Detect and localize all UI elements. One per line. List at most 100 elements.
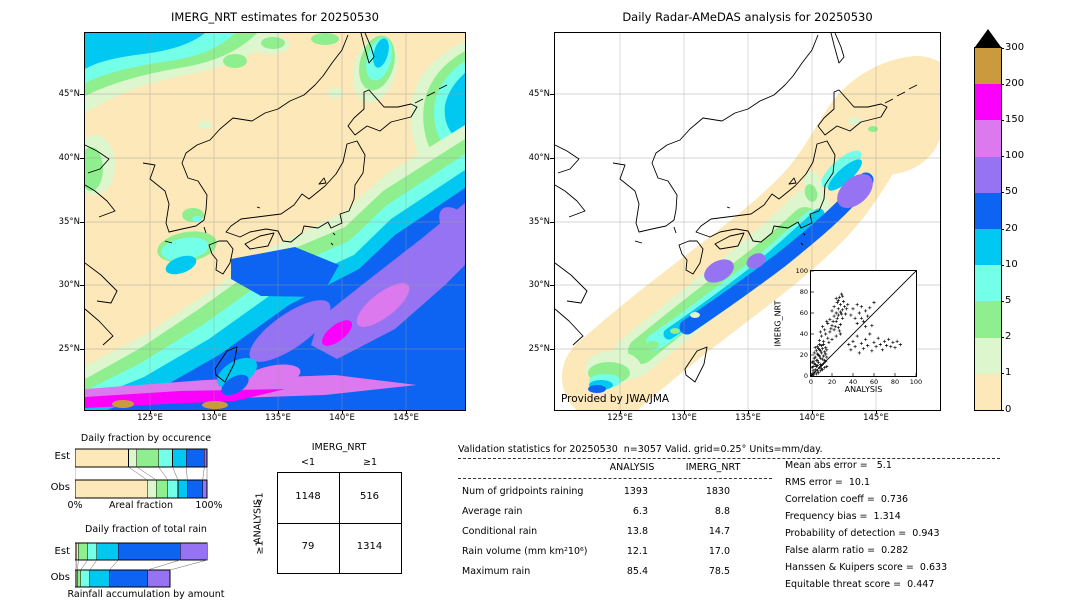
- validation-imerg-value: 8.8: [714, 506, 730, 517]
- colorbar-tick-label: 0: [1005, 403, 1012, 415]
- colorbar-segment: [975, 120, 1001, 157]
- validation-row: Conditional rain 13.8 14.7: [458, 526, 758, 540]
- colorbar-tick-label: 20: [1005, 222, 1018, 234]
- lon-tick-label: 145°E: [393, 413, 419, 423]
- contingency-col-ge1: ≥1: [362, 457, 377, 468]
- validation-analysis-value: 6.3: [632, 506, 648, 517]
- lat-tick-label: 30°N: [58, 280, 80, 290]
- scatter-ylabel: IMERG_NRT: [773, 300, 783, 347]
- summary-stat-line: Hanssen & Kuipers score = 0.633: [785, 562, 948, 573]
- scatter-y-tick: 40: [799, 330, 808, 338]
- colorbar-tick-label: 300: [1005, 41, 1025, 53]
- lon-tick-label: 130°E: [671, 413, 697, 423]
- validation-imerg-value: 14.7: [708, 526, 730, 537]
- summary-stat-line: Correlation coeff = 0.736: [785, 494, 909, 505]
- lat-tick-mark: [80, 285, 84, 286]
- lon-tick-mark: [812, 410, 813, 414]
- scatter-xlabel: ANALYSIS: [844, 385, 883, 394]
- validation-row-label: Conditional rain: [462, 526, 538, 537]
- lon-tick-mark: [150, 410, 151, 414]
- lat-tick-label: 45°N: [58, 89, 80, 99]
- scatter-y-tick: 60: [799, 309, 808, 317]
- validation-col-analysis: ANALYSIS: [609, 462, 655, 473]
- occurrence-x100: 100%: [195, 500, 223, 511]
- contingency-row-ge1: ≥1: [254, 540, 266, 555]
- colorbar-tick-mark: [1001, 409, 1004, 411]
- occurrence-chart-title: Daily fraction by occurence: [80, 433, 212, 444]
- scatter-inset: ANALYSIS IMERG_NRT 0 0 20 20 40 40 60 60 80 80 100…: [774, 267, 923, 394]
- colorbar-tick-mark: [1001, 337, 1004, 339]
- lon-tick-label: 140°E: [329, 413, 355, 423]
- lon-tick-mark: [214, 410, 215, 414]
- lon-tick-label: 135°E: [265, 413, 291, 423]
- lat-tick-label: 25°N: [528, 344, 550, 354]
- colorbar-segment: [975, 48, 1001, 85]
- lat-tick-label: 30°N: [528, 280, 550, 290]
- colorbar-tick-mark: [1001, 83, 1004, 85]
- colorbar-overflow-arrow: [975, 29, 1001, 47]
- summary-stat-line: Frequency bias = 1.314: [785, 511, 901, 522]
- scatter-y-tick: 20: [799, 351, 808, 359]
- contingency-hit: 1314: [356, 541, 383, 552]
- scatter-plot: [811, 271, 916, 376]
- validation-row: Rain volume (mm km²10⁶) 12.1 17.0: [458, 546, 758, 560]
- imerg-precip-field: [85, 33, 465, 410]
- contingency-miss: 79: [301, 541, 315, 552]
- colorbar-tick-label: 50: [1005, 186, 1018, 198]
- totalrain-row-est: Est: [54, 546, 70, 557]
- colorbar-tick-mark: [1001, 300, 1004, 302]
- lat-tick-mark: [80, 349, 84, 350]
- contingency-false: 516: [359, 491, 380, 502]
- colorbar-tick-mark: [1001, 373, 1004, 375]
- lon-tick-mark: [342, 410, 343, 414]
- validation-imerg-value: 17.0: [708, 546, 730, 557]
- lon-tick-label: 125°E: [137, 413, 163, 423]
- lat-tick-label: 35°N: [58, 217, 80, 227]
- colorbar-tick-label: 200: [1005, 77, 1025, 89]
- colorbar-tick-label: 150: [1005, 113, 1025, 125]
- scatter-x-tick: 20: [827, 378, 837, 386]
- colorbar-tick-label: 10: [1005, 258, 1018, 270]
- colorbar-tick-mark: [1001, 192, 1004, 194]
- divider-header: [458, 478, 772, 479]
- colorbar-segment: [975, 373, 1001, 410]
- colorbar-tick-mark: [1001, 264, 1004, 266]
- scatter-x-tick: 80: [890, 378, 900, 386]
- validation-row-label: Average rain: [462, 506, 523, 517]
- occurrence-row-obs: Obs: [50, 482, 70, 493]
- lat-tick-label: 45°N: [528, 89, 550, 99]
- colorbar-segment: [975, 337, 1001, 374]
- scatter-y-tick: 100: [795, 267, 808, 275]
- imerg-map: [84, 32, 466, 411]
- lon-tick-mark: [406, 410, 407, 414]
- validation-analysis-value: 12.1: [626, 546, 648, 557]
- totalrain-chart-title: Daily fraction of total rain: [85, 524, 207, 535]
- contingency-col-lt1: <1: [300, 457, 315, 468]
- occurrence-row-est: Est: [54, 451, 70, 462]
- lat-tick-mark: [80, 158, 84, 159]
- radar-map: Provided by JWA/JMA ANALYSIS IMERG_NRT 0…: [554, 32, 941, 411]
- colorbar: [974, 47, 1002, 411]
- lon-tick-mark: [278, 410, 279, 414]
- contingency-box: [277, 472, 402, 574]
- lon-tick-mark: [684, 410, 685, 414]
- credit-text: Provided by JWA/JMA: [561, 393, 670, 405]
- colorbar-tick-label: 5: [1005, 294, 1012, 306]
- lat-tick-label: 25°N: [58, 344, 80, 354]
- scatter-y-tick: 0: [803, 372, 808, 380]
- scatter-x-tick: 40: [848, 378, 858, 386]
- scatter-x-tick: 60: [869, 378, 879, 386]
- validation-row-label: Maximum rain: [462, 566, 531, 577]
- lat-tick-label: 40°N: [528, 153, 550, 163]
- colorbar-tick-mark: [1001, 228, 1004, 230]
- lon-tick-mark: [620, 410, 621, 414]
- colorbar-segment: [975, 301, 1001, 338]
- contingency-col-header: IMERG_NRT: [311, 442, 367, 453]
- lon-tick-label: 140°E: [799, 413, 825, 423]
- summary-stat-line: Equitable threat score = 0.447: [785, 579, 935, 590]
- lon-tick-label: 125°E: [607, 413, 633, 423]
- validation-analysis-value: 85.4: [626, 566, 648, 577]
- validation-row-label: Num of gridpoints raining: [462, 486, 584, 497]
- validation-col-imerg: IMERG_NRT: [685, 462, 741, 473]
- scatter-x-tick: 100: [909, 378, 923, 386]
